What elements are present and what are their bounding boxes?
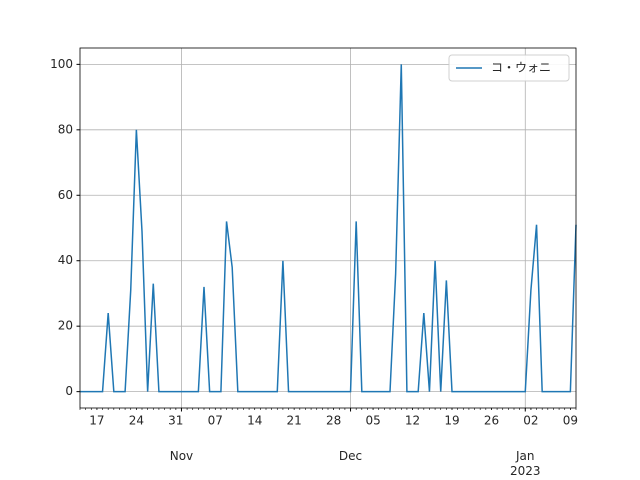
x-tick-label: 14 <box>247 414 262 428</box>
x-tick-label: 28 <box>326 414 341 428</box>
y-tick-label: 60 <box>58 188 73 202</box>
x-tick-label: 07 <box>208 414 223 428</box>
y-tick-label: 40 <box>58 253 73 267</box>
x-tick-label: 17 <box>89 414 104 428</box>
legend-label: コ・ウォニ <box>491 61 551 75</box>
x-tick-label: 09 <box>563 414 578 428</box>
axes-frame <box>79 47 577 409</box>
x-tick-label: 02 <box>523 414 538 428</box>
x-tick-label: 31 <box>168 414 183 428</box>
y-tick-label: 20 <box>58 319 73 333</box>
x-tick-label: Nov <box>170 449 193 463</box>
x-tick-label: 05 <box>365 414 380 428</box>
legend-box <box>448 54 570 82</box>
x-tick-label: 12 <box>405 414 420 428</box>
x-tick-label: 19 <box>444 414 459 428</box>
x-tick-label: 24 <box>129 414 144 428</box>
x-tick-label: Dec <box>339 449 362 463</box>
y-tick-label: 0 <box>65 384 73 398</box>
y-tick-label: 100 <box>50 57 73 71</box>
y-tick-label: 80 <box>58 122 73 136</box>
x-tick-label: 26 <box>484 414 499 428</box>
series-line <box>80 64 577 393</box>
x-tick-label: Jan 2023 <box>510 449 541 478</box>
x-tick-label: 21 <box>287 414 302 428</box>
